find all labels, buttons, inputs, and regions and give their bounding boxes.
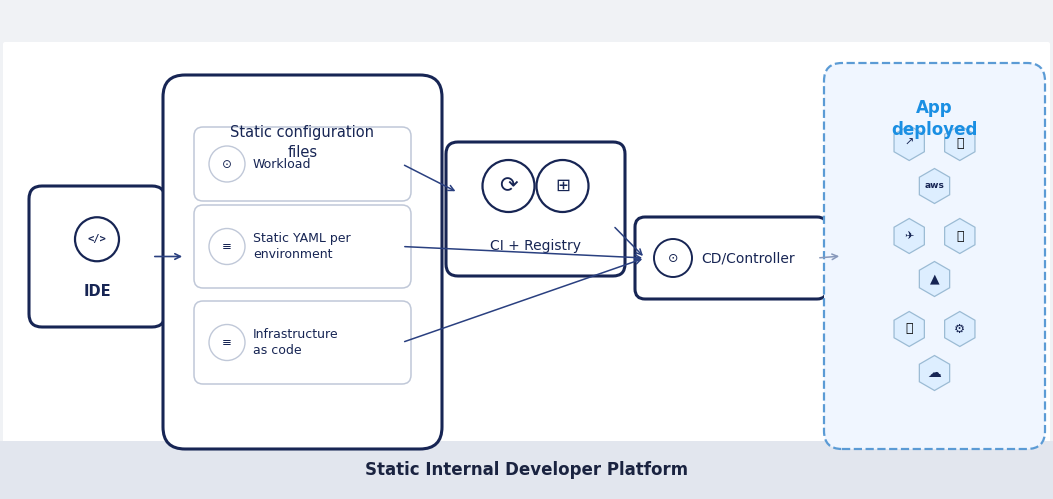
FancyBboxPatch shape (194, 205, 411, 288)
Text: App
deployed: App deployed (891, 99, 977, 139)
Text: ✈: ✈ (905, 231, 914, 241)
Polygon shape (945, 126, 975, 161)
Polygon shape (894, 311, 925, 346)
FancyBboxPatch shape (0, 441, 1053, 499)
Circle shape (208, 324, 245, 360)
Polygon shape (894, 126, 925, 161)
FancyBboxPatch shape (194, 301, 411, 384)
Text: IDE: IDE (83, 283, 111, 298)
Text: 📦: 📦 (956, 230, 963, 243)
Text: CI + Registry: CI + Registry (490, 239, 581, 253)
Polygon shape (945, 311, 975, 346)
Text: Static configuration
files: Static configuration files (231, 125, 375, 160)
FancyBboxPatch shape (635, 217, 827, 299)
Text: Static YAML per
environment: Static YAML per environment (253, 232, 351, 261)
Polygon shape (945, 219, 975, 253)
Polygon shape (919, 169, 950, 204)
FancyBboxPatch shape (824, 63, 1045, 449)
Text: ⚙: ⚙ (954, 322, 966, 335)
Text: Static Internal Developer Platform: Static Internal Developer Platform (365, 461, 688, 479)
Circle shape (75, 217, 119, 261)
Text: 🐘: 🐘 (906, 322, 913, 335)
Text: Infrastructure
as code: Infrastructure as code (253, 328, 339, 357)
Text: ▲: ▲ (930, 272, 939, 285)
Polygon shape (894, 219, 925, 253)
Polygon shape (919, 261, 950, 296)
Polygon shape (919, 355, 950, 391)
Text: ↗: ↗ (905, 138, 914, 148)
Text: 🌐: 🌐 (956, 137, 963, 150)
Text: ⊙: ⊙ (668, 251, 678, 264)
Text: ⊞: ⊞ (555, 177, 570, 195)
Text: aws: aws (925, 182, 945, 191)
Text: Workload: Workload (253, 158, 312, 171)
Text: ≡: ≡ (222, 240, 232, 253)
FancyBboxPatch shape (446, 142, 625, 276)
Circle shape (536, 160, 589, 212)
Circle shape (654, 239, 692, 277)
FancyBboxPatch shape (3, 42, 1050, 443)
FancyBboxPatch shape (194, 127, 411, 201)
Text: ≡: ≡ (222, 336, 232, 349)
Circle shape (482, 160, 535, 212)
Text: ⊙: ⊙ (222, 158, 232, 171)
FancyBboxPatch shape (163, 75, 442, 449)
Circle shape (208, 146, 245, 182)
Text: </>: </> (87, 234, 106, 244)
Text: CD/Controller: CD/Controller (701, 251, 795, 265)
Circle shape (208, 229, 245, 264)
FancyBboxPatch shape (29, 186, 165, 327)
Text: ☁: ☁ (928, 366, 941, 380)
Text: ⟳: ⟳ (499, 176, 518, 196)
